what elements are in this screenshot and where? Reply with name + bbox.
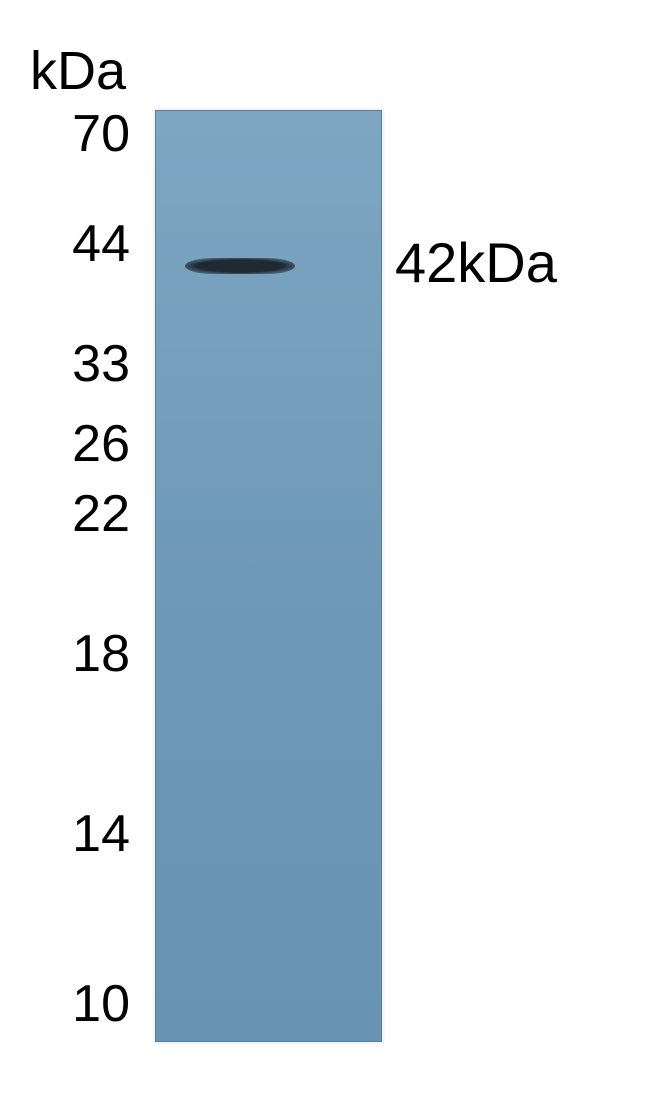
tick-label: 18 — [20, 624, 130, 684]
tick-label: 22 — [20, 484, 130, 544]
tick-label: 44 — [20, 214, 130, 274]
western-blot-figure: kDa 42kDa 70 44 33 26 22 18 14 10 — [0, 0, 650, 1118]
protein-band — [185, 258, 295, 274]
tick-label: 14 — [20, 804, 130, 864]
tick-label: 10 — [20, 974, 130, 1034]
tick-label: 26 — [20, 414, 130, 474]
tick-label: 70 — [20, 104, 130, 164]
axis-title-kda: kDa — [30, 40, 126, 102]
tick-label: 33 — [20, 334, 130, 394]
blot-lane — [155, 110, 382, 1042]
band-size-annotation: 42kDa — [395, 230, 557, 295]
